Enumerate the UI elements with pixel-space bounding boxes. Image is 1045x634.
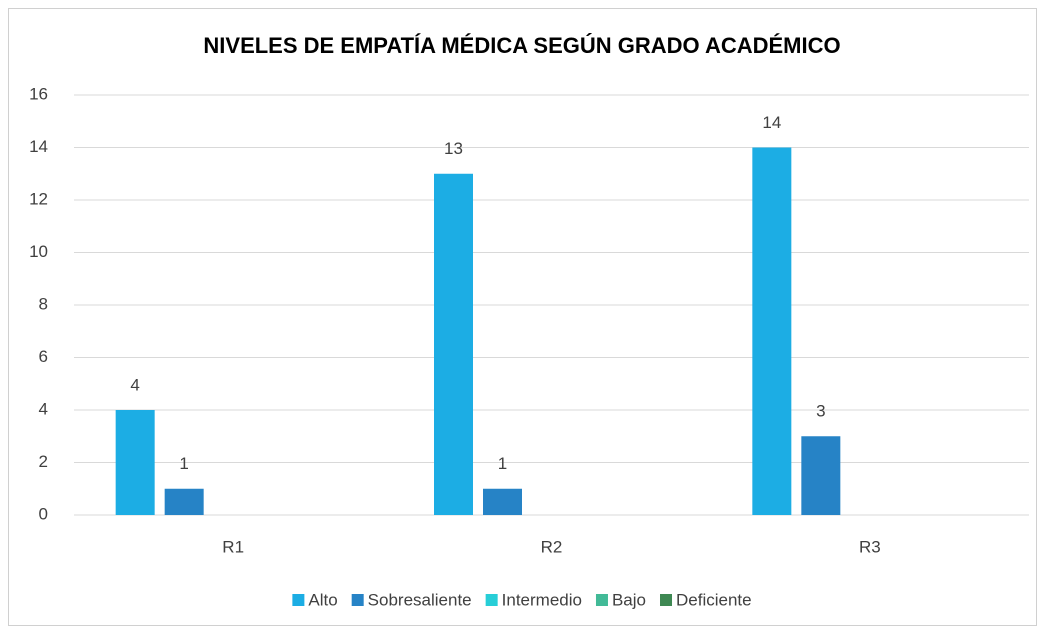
data-label: 3 — [816, 402, 825, 421]
legend-swatch — [660, 594, 673, 606]
legend-label: Bajo — [612, 590, 646, 609]
y-tick-label: 4 — [39, 399, 48, 418]
legend-swatch — [292, 594, 305, 606]
data-label: 1 — [498, 454, 507, 473]
data-label: 4 — [130, 375, 139, 394]
x-tick-label: R3 — [859, 537, 881, 556]
legend-label: Alto — [308, 590, 337, 609]
chart-border — [8, 8, 1037, 626]
y-tick-label: 16 — [29, 84, 48, 103]
y-tick-label: 2 — [39, 452, 48, 471]
data-label: 13 — [444, 139, 463, 158]
bar — [483, 488, 522, 515]
legend-swatch — [351, 594, 364, 606]
y-tick-label: 10 — [29, 242, 48, 261]
legend-label: Deficiente — [676, 590, 752, 609]
legend-swatch — [485, 594, 498, 606]
bar — [164, 488, 204, 515]
y-tick-label: 8 — [39, 294, 48, 313]
y-tick-label: 12 — [29, 189, 48, 208]
bar — [752, 147, 792, 515]
data-label: 14 — [762, 113, 781, 132]
y-tick-label: 6 — [39, 347, 48, 366]
x-tick-label: R1 — [222, 537, 244, 556]
legend-swatch — [595, 594, 608, 606]
bar — [434, 173, 473, 515]
bar — [801, 436, 841, 515]
chart-title: NIVELES DE EMPATÍA MÉDICA SEGÚN GRADO AC… — [203, 33, 840, 58]
legend-label: Intermedio — [502, 590, 582, 609]
data-label: 1 — [179, 454, 188, 473]
y-tick-label: 0 — [39, 504, 48, 523]
legend-label: Sobresaliente — [368, 590, 472, 609]
x-tick-label: R2 — [541, 537, 563, 556]
y-tick-label: 14 — [29, 137, 48, 156]
bar — [115, 410, 155, 515]
